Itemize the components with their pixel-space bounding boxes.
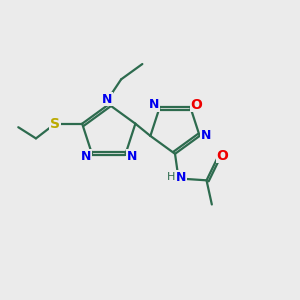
Text: N: N xyxy=(201,129,211,142)
Text: H: H xyxy=(167,172,176,182)
Text: N: N xyxy=(176,171,186,184)
Text: S: S xyxy=(50,117,60,131)
Text: O: O xyxy=(190,98,202,112)
Text: N: N xyxy=(127,150,137,163)
Text: N: N xyxy=(149,98,159,111)
Text: N: N xyxy=(81,150,91,163)
Text: N: N xyxy=(102,93,112,106)
Text: O: O xyxy=(216,148,228,163)
